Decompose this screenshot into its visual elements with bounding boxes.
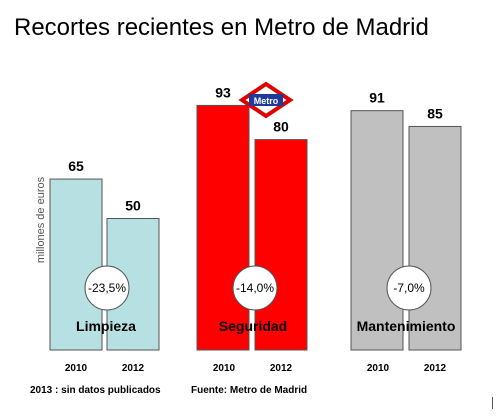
value-label: 93	[215, 84, 231, 100]
bar-seguridad-2010	[196, 104, 250, 351]
edge-mark	[492, 397, 493, 409]
source-note: Fuente: Metro de Madrid	[191, 385, 308, 396]
year-label: 2012	[122, 363, 145, 374]
change-label: -14,0%	[236, 281, 274, 295]
year-label: 2012	[424, 363, 447, 374]
bar-mantenimiento-2012	[408, 125, 462, 351]
year-label: 2012	[270, 363, 293, 374]
metro-logo-text: Metro	[254, 96, 279, 106]
change-circle	[232, 265, 278, 311]
category-label: Limpieza	[76, 318, 136, 334]
y-axis-label: millones de euros	[35, 176, 47, 263]
metro-logo-band	[249, 94, 283, 106]
value-label: 80	[273, 119, 289, 135]
value-label: 65	[68, 158, 84, 174]
change-circle	[386, 265, 432, 311]
category-label: Seguridad	[219, 318, 287, 334]
category-label: Mantenimiento	[357, 318, 456, 334]
change-label: -23,5%	[88, 281, 126, 295]
value-label: 50	[125, 198, 141, 214]
year-label: 2010	[367, 363, 390, 374]
change-label: -7,0%	[393, 281, 425, 295]
bar-mantenimiento-2010	[350, 110, 404, 351]
chart-title: Recortes recientes en Metro de Madrid	[14, 14, 429, 41]
bar-seguridad-2012	[254, 139, 308, 351]
change-circle	[84, 265, 130, 311]
footnote: 2013 : sin datos publicados	[30, 385, 161, 396]
value-label: 91	[369, 90, 385, 106]
value-label: 85	[427, 105, 443, 121]
bar-limpieza-2010	[49, 178, 103, 351]
year-label: 2010	[65, 363, 88, 374]
year-label: 2010	[213, 363, 236, 374]
